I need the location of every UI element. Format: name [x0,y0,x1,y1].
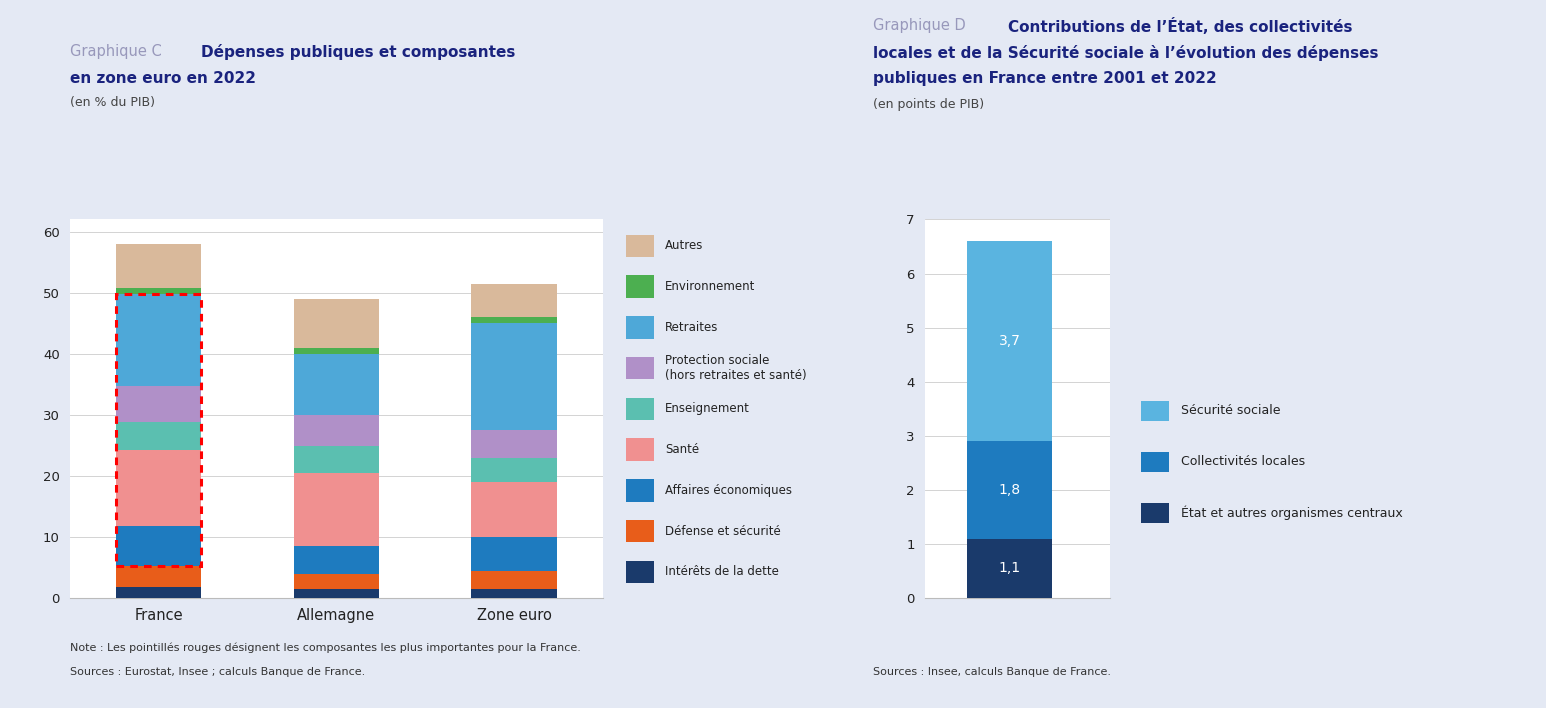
Text: Sources : Eurostat, Insee ; calculs Banque de France.: Sources : Eurostat, Insee ; calculs Banq… [70,667,365,677]
Bar [294,547,379,573]
Bar [294,348,379,354]
Bar [968,241,1053,441]
Bar [116,244,201,288]
Text: Contributions de l’État, des collectivités: Contributions de l’État, des collectivit… [1008,18,1353,35]
Bar [472,317,557,324]
Bar [116,526,201,566]
Text: (en % du PIB): (en % du PIB) [70,96,155,108]
Text: Graphique D: Graphique D [873,18,966,33]
Text: Environnement: Environnement [665,280,754,293]
Text: Intérêts de la dette: Intérêts de la dette [665,565,779,578]
Text: Graphique C: Graphique C [70,44,161,59]
Bar [294,354,379,415]
Text: 3,7: 3,7 [999,334,1020,348]
Bar [116,386,201,422]
Bar [294,415,379,445]
Text: Retraites: Retraites [665,321,719,334]
Bar [968,539,1053,598]
Text: en zone euro en 2022: en zone euro en 2022 [70,71,255,86]
Text: publiques en France entre 2001 et 2022: publiques en France entre 2001 et 2022 [873,71,1217,86]
Text: (en points de PIB): (en points de PIB) [873,98,985,110]
Bar [294,445,379,473]
Text: Protection sociale
(hors retraites et santé): Protection sociale (hors retraites et sa… [665,354,807,382]
Text: locales et de la Sécurité sociale à l’évolution des dépenses: locales et de la Sécurité sociale à l’év… [873,45,1379,61]
Bar [472,458,557,482]
Text: Autres: Autres [665,239,703,253]
Bar [968,441,1053,539]
Bar [116,450,201,526]
Text: Collectivités locales: Collectivités locales [1181,455,1305,468]
Bar [472,430,557,458]
Bar [472,589,557,598]
Text: Sécurité sociale: Sécurité sociale [1181,404,1280,417]
Bar [294,299,379,348]
Text: Dépenses publiques et composantes: Dépenses publiques et composantes [201,44,515,60]
Text: État et autres organismes centraux: État et autres organismes centraux [1181,506,1402,520]
Bar [294,473,379,547]
Bar [472,571,557,589]
Text: 1,1: 1,1 [999,561,1020,576]
Text: Enseignement: Enseignement [665,402,750,416]
Bar [472,284,557,317]
Text: Santé: Santé [665,443,699,456]
Text: Défense et sécurité: Défense et sécurité [665,525,781,537]
Bar [294,589,379,598]
Bar [294,573,379,589]
Text: 1,8: 1,8 [999,483,1020,497]
Bar [116,294,201,386]
Bar [116,422,201,450]
Text: Note : Les pointillés rouges désignent les composantes les plus importantes pour: Note : Les pointillés rouges désignent l… [70,643,580,653]
Bar [116,587,201,598]
Bar [472,324,557,430]
Bar [472,482,557,537]
Bar [116,288,201,294]
Bar [116,294,201,566]
Text: Affaires économiques: Affaires économiques [665,484,792,497]
Text: Sources : Insee, calculs Banque de France.: Sources : Insee, calculs Banque de Franc… [873,667,1112,677]
Bar [472,537,557,571]
Bar [116,566,201,587]
